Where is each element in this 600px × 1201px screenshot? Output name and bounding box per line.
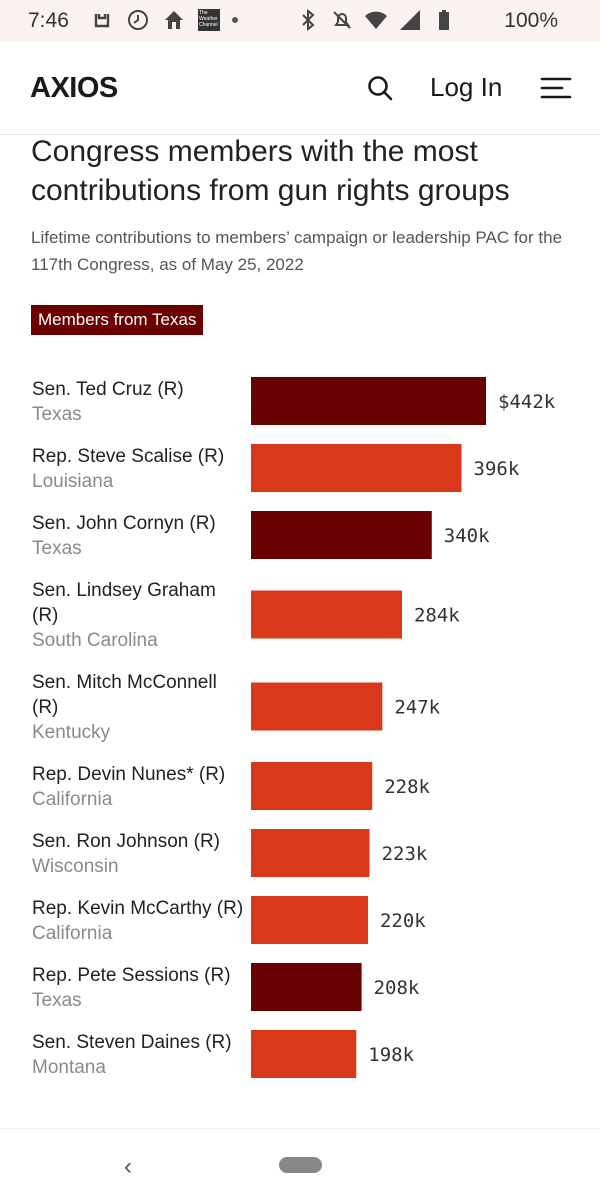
- member-name-label: (R): [32, 697, 58, 718]
- member-state-label: Texas: [32, 990, 82, 1011]
- search-icon[interactable]: [366, 74, 394, 102]
- member-name-label: Sen. Ted Cruz (R): [32, 379, 184, 400]
- clock-icon: [128, 10, 148, 30]
- member-name-label: Rep. Pete Sessions (R): [32, 965, 231, 986]
- status-time: 7:46: [28, 9, 69, 32]
- member-state-label: Texas: [32, 538, 82, 559]
- member-name-label: Rep. Kevin McCarthy (R): [32, 898, 243, 919]
- bar: [251, 590, 402, 639]
- bar-chart: Sen. Ted Cruz (R) Texas $442k Rep. Steve Sc…: [32, 377, 556, 1078]
- member-state-label: South Carolina: [32, 630, 158, 651]
- home-pill[interactable]: [279, 1157, 322, 1173]
- member-state-label: Texas: [32, 404, 82, 425]
- member-name-label: Sen. Steven Daines (R): [32, 1032, 232, 1053]
- android-nav-bar: ‹: [0, 1128, 600, 1201]
- bar: [251, 377, 486, 425]
- bar-value-label: 396k: [474, 458, 520, 480]
- site-header: AXIOS Log In: [0, 42, 600, 135]
- member-state-label: Wisconsin: [32, 856, 119, 877]
- chart-subtitle: Lifetime contributions to members’ campa…: [31, 228, 563, 274]
- status-icons-left: The Weather Channel: [90, 8, 238, 32]
- member-state-label: California: [32, 789, 113, 810]
- bar-value-label: 198k: [368, 1044, 414, 1066]
- bar: [251, 1030, 357, 1078]
- bar-value-label: 208k: [374, 977, 420, 999]
- member-name-label: Sen. John Cornyn (R): [32, 513, 216, 534]
- member-state-label: Montana: [32, 1057, 106, 1078]
- member-state-label: Kentucky: [32, 722, 111, 743]
- menu-icon[interactable]: [540, 76, 572, 100]
- member-name-label: Sen. Lindsey Graham: [32, 580, 216, 601]
- bluetooth-icon: [302, 8, 315, 32]
- bar: [251, 762, 373, 810]
- bar-value-label: 340k: [444, 525, 490, 547]
- member-name-label: Sen. Ron Johnson (R): [32, 831, 220, 852]
- login-link[interactable]: Log In: [430, 72, 503, 102]
- weather-channel-icon: The Weather Channel: [198, 9, 220, 31]
- battery-percent: 100%: [504, 9, 558, 32]
- bar-value-label: $442k: [498, 391, 556, 413]
- member-name-label: Rep. Steve Scalise (R): [32, 446, 224, 467]
- status-bar: 7:46 The Weather Channel 100%: [0, 0, 600, 42]
- member-name-label: Sen. Mitch McConnell: [32, 672, 217, 693]
- status-icons-right: [296, 8, 554, 32]
- bar-value-label: 228k: [384, 776, 430, 798]
- axios-logo[interactable]: AXIOS: [30, 72, 118, 104]
- dot-icon: [232, 17, 238, 23]
- member-state-label: California: [32, 923, 113, 944]
- home-icon: [165, 11, 183, 29]
- bar: [251, 829, 370, 877]
- bar-value-label: 220k: [380, 910, 426, 932]
- battery-icon: [439, 10, 449, 30]
- bar-value-label: 247k: [394, 697, 440, 719]
- member-state-label: Louisiana: [32, 471, 114, 492]
- weather-channel-label: The Weather Channel: [199, 10, 218, 28]
- chart-title: Congress members with the most contribut…: [31, 135, 510, 207]
- wifi-icon: [365, 11, 387, 29]
- bar: [251, 511, 432, 559]
- member-name-label: Rep. Devin Nunes* (R): [32, 764, 225, 785]
- bar: [251, 444, 462, 492]
- bar: [251, 963, 362, 1011]
- mute-icon: [333, 11, 351, 29]
- back-icon[interactable]: ‹: [124, 1153, 132, 1180]
- bar-value-label: 223k: [382, 843, 428, 865]
- bar-value-label: 284k: [414, 605, 460, 627]
- bar: [251, 896, 368, 944]
- notification-icon: [94, 14, 110, 28]
- signal-icon: [400, 10, 420, 30]
- legend-texas: Members from Texas: [31, 305, 204, 335]
- bar: [251, 682, 383, 731]
- member-name-label: (R): [32, 605, 58, 626]
